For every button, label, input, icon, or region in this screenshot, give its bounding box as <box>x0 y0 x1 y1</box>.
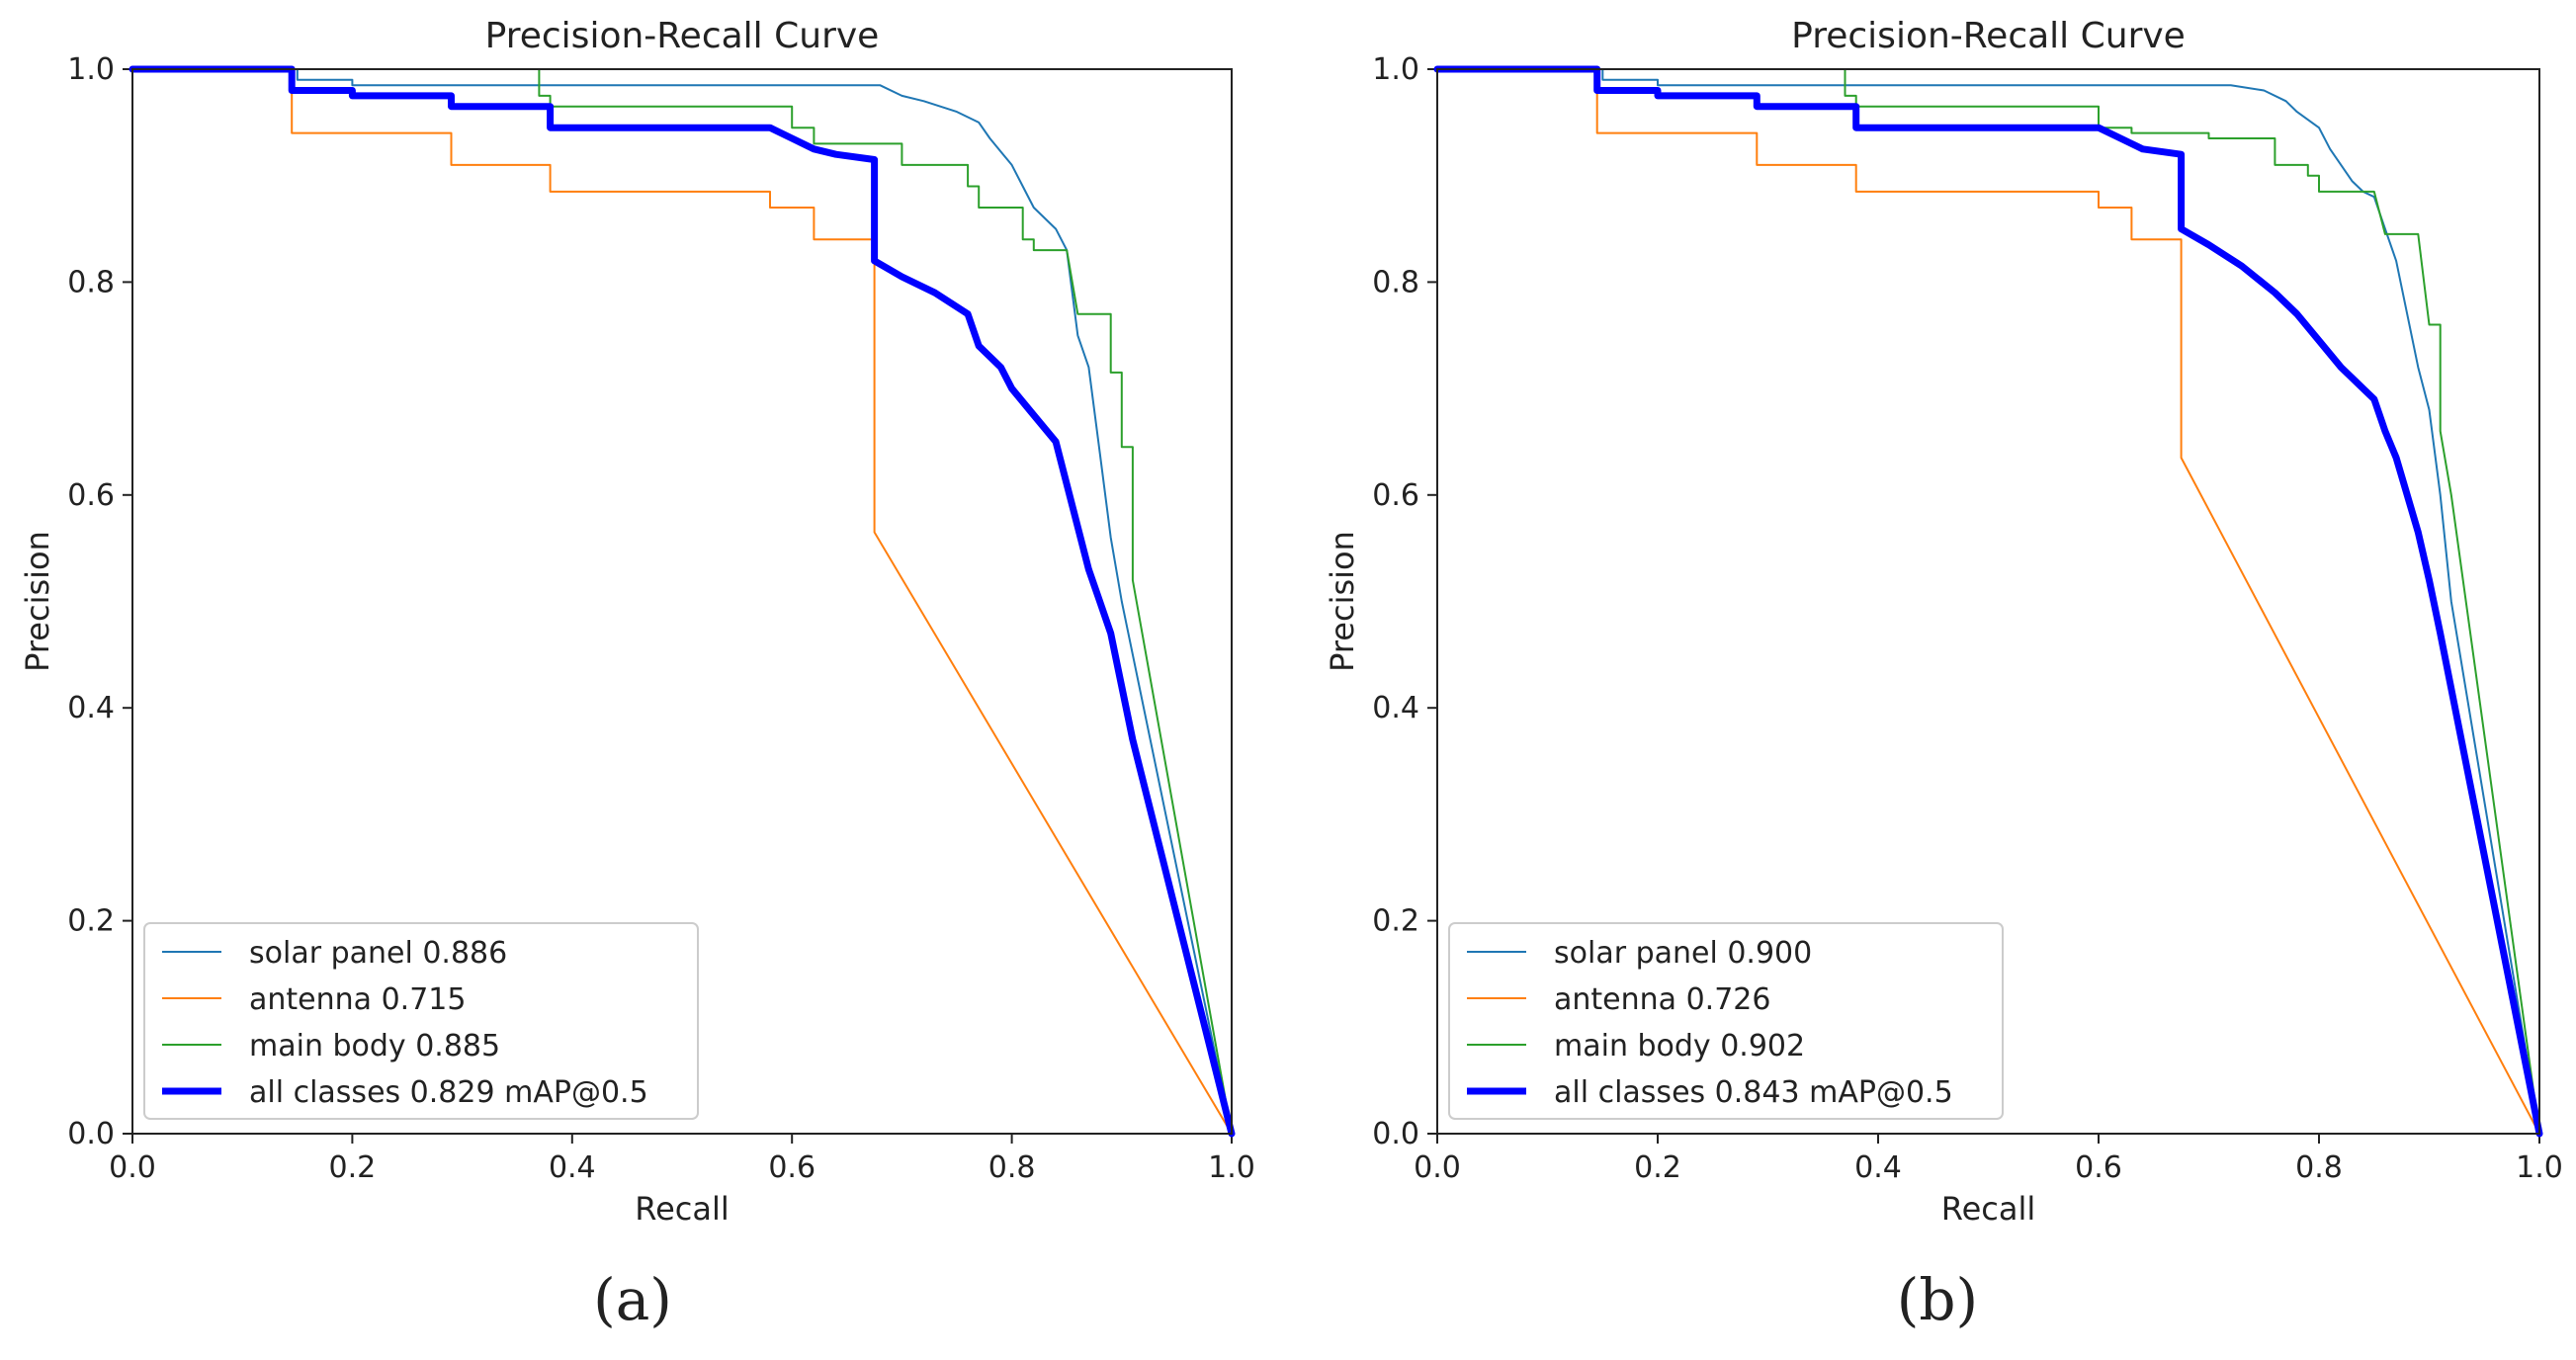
legend-entry: main body 0.902 <box>1554 1029 1805 1063</box>
legend-entry: main body 0.885 <box>249 1029 500 1063</box>
y-tick-label: 0.0 <box>1372 1117 1419 1151</box>
x-tick-label: 0.8 <box>988 1150 1036 1185</box>
x-tick-label: 0.0 <box>109 1150 156 1185</box>
chart-title: Precision-Recall Curve <box>485 16 880 56</box>
y-axis-label: Precision <box>1324 531 1361 672</box>
x-tick-label: 0.6 <box>768 1150 816 1185</box>
y-tick-label: 0.4 <box>1372 691 1419 725</box>
legend-box <box>143 922 699 1120</box>
y-tick-label: 1.0 <box>1372 52 1419 87</box>
legend-entry: all classes 0.829 mAP@0.5 <box>249 1075 648 1110</box>
legend-entry: antenna 0.726 <box>1554 982 1770 1017</box>
y-tick-label: 0.2 <box>67 904 115 939</box>
legend-entry: antenna 0.715 <box>249 982 466 1017</box>
x-tick-label: 0.0 <box>1414 1150 1461 1185</box>
x-tick-label: 0.2 <box>329 1150 377 1185</box>
y-axis-label: Precision <box>19 531 56 672</box>
legend-entry: solar panel 0.886 <box>249 936 507 971</box>
legend-entry: all classes 0.843 mAP@0.5 <box>1554 1075 1953 1110</box>
x-tick-label: 0.2 <box>1634 1150 1681 1185</box>
plot-frame <box>1436 68 2540 1135</box>
series-line-3 <box>131 68 1233 1135</box>
series-line-4 <box>1433 65 2543 1138</box>
panel-caption: (a) <box>593 1266 672 1333</box>
y-tick-label: 0.2 <box>1372 904 1419 939</box>
y-tick-label: 0.6 <box>67 478 115 513</box>
y-tick-label: 0.8 <box>1372 265 1419 299</box>
x-tick-label: 1.0 <box>1208 1150 1255 1185</box>
x-tick-label: 0.8 <box>2295 1150 2343 1185</box>
x-tick-label: 0.6 <box>2075 1150 2122 1185</box>
series-line-2 <box>131 68 1233 1135</box>
pr-chart-2: Precision-Recall Curve 0.0 0.2 0.4 0.6 0.8 1.0… <box>1324 16 2563 1333</box>
y-tick-label: 0.0 <box>67 1117 115 1151</box>
y-tick-label: 0.4 <box>67 691 115 725</box>
plot-frame <box>131 68 1233 1135</box>
x-tick-label: 0.4 <box>549 1150 596 1185</box>
x-axis-label: Recall <box>1941 1190 2035 1228</box>
y-tick-label: 0.8 <box>67 265 115 299</box>
series-line-1 <box>1436 68 2540 1135</box>
series-line-4 <box>129 65 1236 1138</box>
x-axis-label: Recall <box>635 1190 729 1228</box>
legend: solar panel 0.886 antenna 0.715 main body … <box>143 922 699 1120</box>
y-tick-label: 0.6 <box>1372 478 1419 513</box>
chart-title: Precision-Recall Curve <box>1791 16 2186 56</box>
y-tick-label: 1.0 <box>67 52 115 87</box>
legend-box <box>1448 922 2004 1120</box>
legend-entry: solar panel 0.900 <box>1554 936 1812 971</box>
legend: solar panel 0.900 antenna 0.726 main body … <box>1448 922 2004 1120</box>
x-tick-label: 1.0 <box>2516 1150 2563 1185</box>
pr-chart-1: Precision-Recall Curve 0.0 0.2 0.4 0.6 0.8 1.0… <box>19 16 1255 1333</box>
series-line-2 <box>1436 68 2540 1135</box>
panel-caption: (b) <box>1897 1266 1978 1333</box>
x-tick-label: 0.4 <box>1854 1150 1902 1185</box>
series-line-1 <box>131 68 1233 1135</box>
